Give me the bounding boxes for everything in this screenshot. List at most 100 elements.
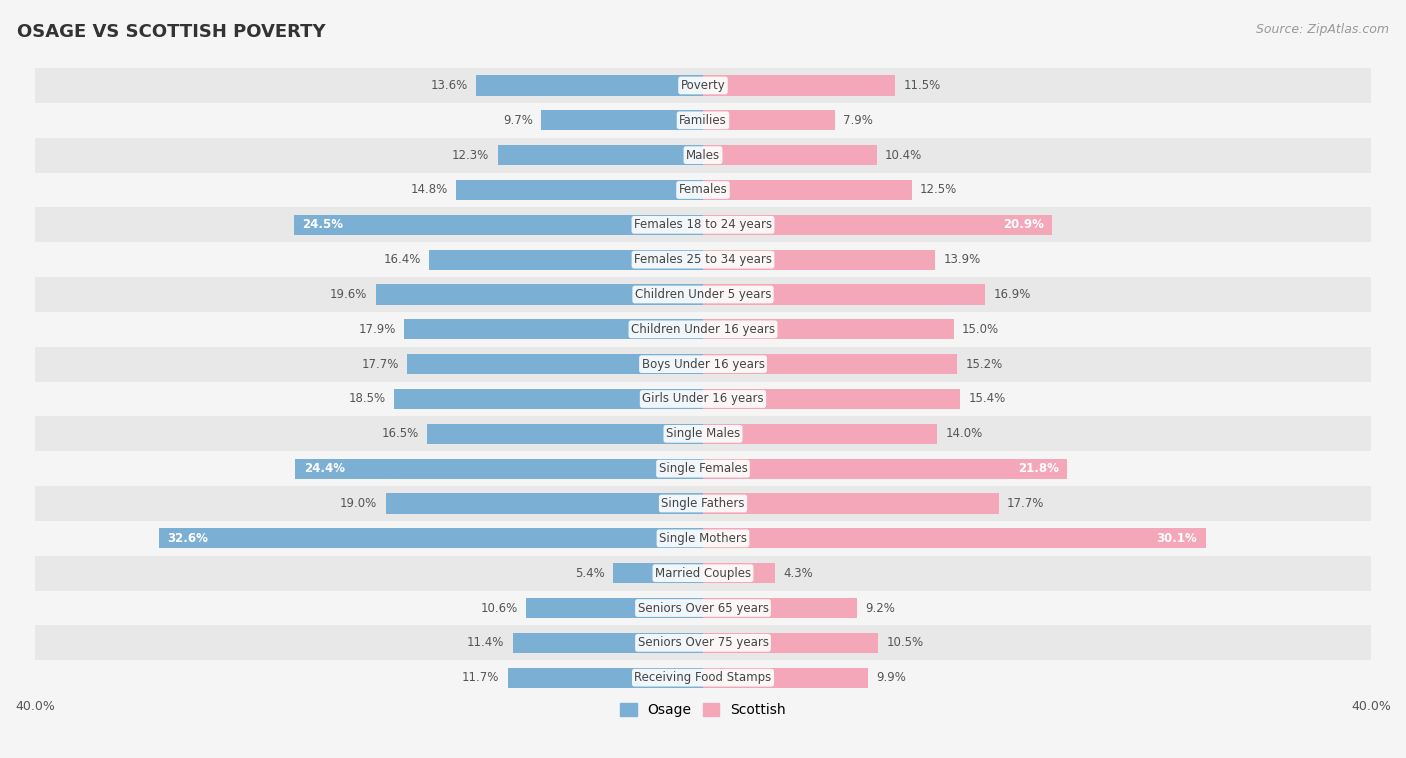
Text: Boys Under 16 years: Boys Under 16 years — [641, 358, 765, 371]
Bar — [35, 660, 1371, 695]
Text: Females 25 to 34 years: Females 25 to 34 years — [634, 253, 772, 266]
Bar — [613, 563, 703, 583]
Bar — [703, 459, 1067, 479]
Text: 9.7%: 9.7% — [503, 114, 533, 127]
Text: 24.5%: 24.5% — [302, 218, 343, 231]
Bar — [703, 528, 1206, 549]
Bar — [35, 68, 1371, 103]
Text: 19.6%: 19.6% — [330, 288, 367, 301]
Text: 16.5%: 16.5% — [382, 428, 419, 440]
Bar — [35, 451, 1371, 486]
Text: Females 18 to 24 years: Females 18 to 24 years — [634, 218, 772, 231]
Bar — [508, 668, 703, 688]
Bar — [703, 145, 877, 165]
Text: 13.9%: 13.9% — [943, 253, 981, 266]
Text: 12.3%: 12.3% — [451, 149, 489, 161]
Text: 24.4%: 24.4% — [304, 462, 344, 475]
Bar — [703, 668, 869, 688]
Bar — [35, 521, 1371, 556]
Bar — [541, 110, 703, 130]
Text: 9.9%: 9.9% — [877, 671, 907, 684]
Bar — [703, 354, 957, 374]
Text: 20.9%: 20.9% — [1002, 218, 1043, 231]
Text: 9.2%: 9.2% — [865, 602, 894, 615]
Bar — [35, 138, 1371, 173]
Text: 17.7%: 17.7% — [361, 358, 399, 371]
Text: Females: Females — [679, 183, 727, 196]
Bar — [295, 459, 703, 479]
Bar — [408, 354, 703, 374]
Text: 11.4%: 11.4% — [467, 637, 505, 650]
Bar — [35, 243, 1371, 277]
Bar — [35, 312, 1371, 346]
Text: Source: ZipAtlas.com: Source: ZipAtlas.com — [1256, 23, 1389, 36]
Text: 10.4%: 10.4% — [884, 149, 922, 161]
Text: 16.4%: 16.4% — [384, 253, 420, 266]
Bar — [35, 208, 1371, 243]
Text: 19.0%: 19.0% — [340, 497, 377, 510]
Bar — [703, 424, 936, 444]
Text: Receiving Food Stamps: Receiving Food Stamps — [634, 671, 772, 684]
Text: 17.7%: 17.7% — [1007, 497, 1045, 510]
Bar — [703, 563, 775, 583]
Bar — [35, 103, 1371, 138]
Text: 5.4%: 5.4% — [575, 567, 605, 580]
Bar — [475, 75, 703, 96]
Bar — [35, 277, 1371, 312]
Text: Seniors Over 75 years: Seniors Over 75 years — [637, 637, 769, 650]
Text: OSAGE VS SCOTTISH POVERTY: OSAGE VS SCOTTISH POVERTY — [17, 23, 326, 41]
Text: 13.6%: 13.6% — [430, 79, 468, 92]
Bar — [498, 145, 703, 165]
Bar — [35, 416, 1371, 451]
Bar — [35, 381, 1371, 416]
Bar — [294, 215, 703, 235]
Bar — [159, 528, 703, 549]
Text: 14.8%: 14.8% — [411, 183, 447, 196]
Bar — [35, 173, 1371, 208]
Text: 11.5%: 11.5% — [904, 79, 941, 92]
Text: Children Under 5 years: Children Under 5 years — [634, 288, 772, 301]
Bar — [703, 284, 986, 305]
Text: 30.1%: 30.1% — [1157, 532, 1198, 545]
Bar — [703, 493, 998, 514]
Text: 17.9%: 17.9% — [359, 323, 395, 336]
Text: 32.6%: 32.6% — [167, 532, 208, 545]
Bar — [35, 590, 1371, 625]
Bar — [375, 284, 703, 305]
Bar — [703, 598, 856, 618]
Text: 12.5%: 12.5% — [920, 183, 957, 196]
Text: 18.5%: 18.5% — [349, 393, 385, 406]
Bar — [35, 486, 1371, 521]
Text: Single Mothers: Single Mothers — [659, 532, 747, 545]
Text: Children Under 16 years: Children Under 16 years — [631, 323, 775, 336]
Text: Seniors Over 65 years: Seniors Over 65 years — [637, 602, 769, 615]
Text: Poverty: Poverty — [681, 79, 725, 92]
Bar — [703, 633, 879, 653]
Bar — [703, 75, 896, 96]
Bar — [456, 180, 703, 200]
Bar — [35, 625, 1371, 660]
Text: 11.7%: 11.7% — [461, 671, 499, 684]
Bar — [703, 389, 960, 409]
Bar — [703, 249, 935, 270]
Bar — [703, 319, 953, 340]
Text: Single Males: Single Males — [666, 428, 740, 440]
Bar — [404, 319, 703, 340]
Bar — [513, 633, 703, 653]
Text: Girls Under 16 years: Girls Under 16 years — [643, 393, 763, 406]
Text: 16.9%: 16.9% — [994, 288, 1031, 301]
Text: 15.4%: 15.4% — [969, 393, 1005, 406]
Text: 4.3%: 4.3% — [783, 567, 813, 580]
Text: Married Couples: Married Couples — [655, 567, 751, 580]
Text: Families: Families — [679, 114, 727, 127]
Text: Males: Males — [686, 149, 720, 161]
Bar — [703, 215, 1052, 235]
Bar — [35, 556, 1371, 590]
Text: Single Females: Single Females — [658, 462, 748, 475]
Text: 15.2%: 15.2% — [965, 358, 1002, 371]
Text: 10.6%: 10.6% — [481, 602, 517, 615]
Bar — [35, 346, 1371, 381]
Text: 7.9%: 7.9% — [844, 114, 873, 127]
Bar — [427, 424, 703, 444]
Text: 15.0%: 15.0% — [962, 323, 1000, 336]
